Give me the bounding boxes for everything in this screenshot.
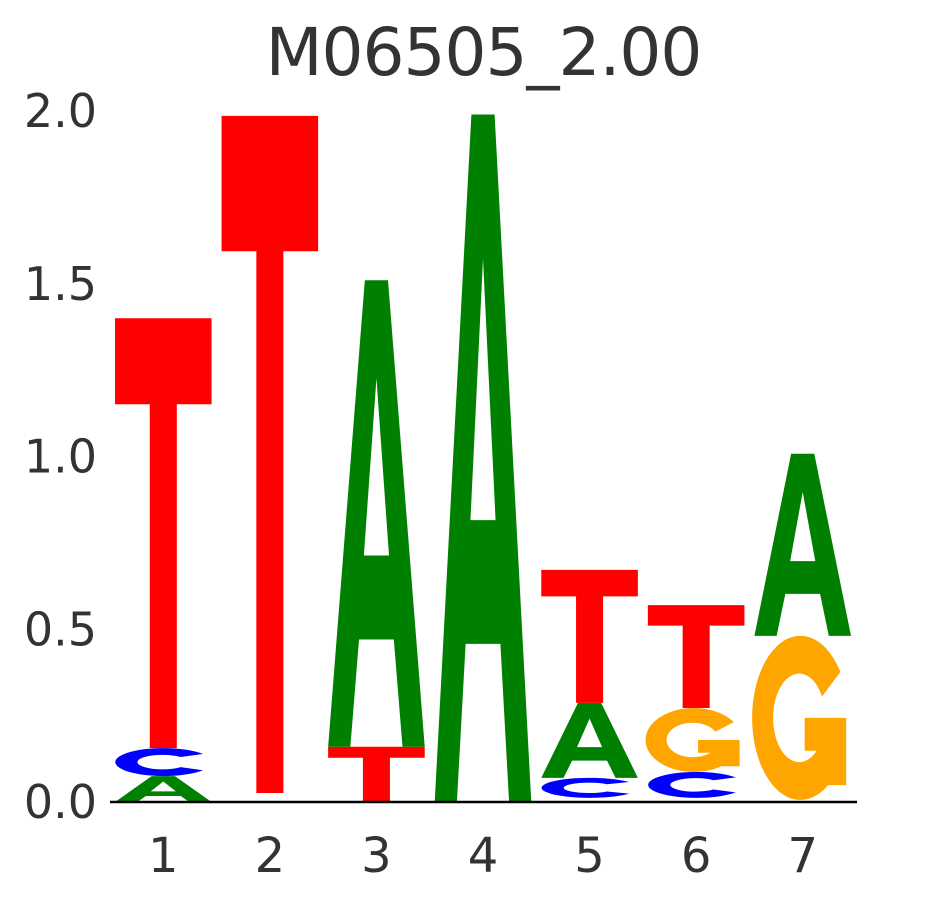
- logo-letter-A-pos7: [754, 453, 851, 636]
- x-tick-label: 4: [468, 828, 499, 884]
- logo-letter-T-pos3: [328, 746, 425, 802]
- y-tick-label: 1.5: [24, 257, 97, 311]
- logo-letter-C-pos1: [115, 748, 203, 777]
- x-tick-label: 3: [361, 828, 392, 884]
- logo-letter-A-pos5: [541, 702, 638, 778]
- x-tick-label: 2: [255, 828, 286, 884]
- plot-title: M06505_2.00: [265, 14, 703, 91]
- y-tick-label: 0.0: [24, 775, 97, 829]
- logo-letter-C-pos5: [541, 777, 630, 798]
- logo-letter-A-pos3: [328, 280, 425, 747]
- y-tick-label: 1.0: [24, 430, 97, 484]
- x-tick-label: 1: [148, 828, 179, 884]
- y-tick-label: 0.5: [24, 602, 97, 656]
- x-tick-label: 5: [574, 828, 605, 884]
- logo-letter-T-pos5: [541, 569, 638, 703]
- x-tick-label: 7: [787, 828, 818, 884]
- logo-letter-G-pos7: [752, 635, 847, 800]
- logo-letter-A-pos1: [115, 776, 212, 802]
- logo-letter-T-pos1: [115, 318, 212, 749]
- logo-letter-T-pos2: [221, 115, 319, 794]
- logo-letter-T-pos6: [647, 605, 745, 709]
- logo-letter-A-pos4: [434, 114, 532, 802]
- y-tick-label: 2.0: [24, 84, 97, 138]
- x-tick-label: 6: [681, 828, 712, 884]
- logo-letter-C-pos6: [648, 771, 736, 798]
- logo-letter-G-pos6: [645, 708, 740, 772]
